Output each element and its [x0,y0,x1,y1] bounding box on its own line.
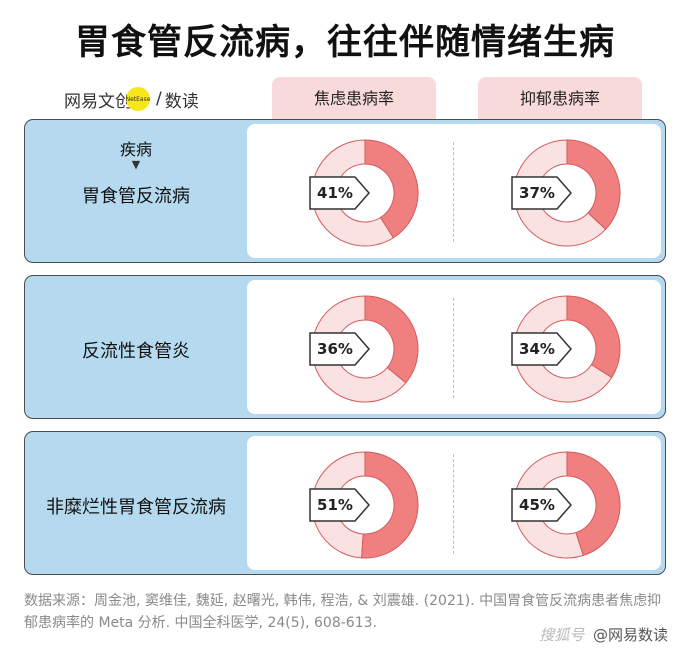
brand-left: 网易文创 [64,91,132,112]
donut-svg [511,451,621,559]
donut-depression-erosive: 34% [511,293,623,405]
donut-anxiety-erosive: 36% [309,293,421,405]
value-tag-arrow [511,176,572,210]
donut-value-slice [361,451,419,559]
divider [453,298,454,398]
row-label-nerd: 非糜烂性胃食管反流病 [46,497,226,518]
row-erosive: 反流性食管炎 36% 34% [24,275,666,419]
donut-rest-slice [311,139,395,247]
donut-svg [309,295,419,403]
brand-sep: / [156,89,162,109]
donut-depression-nerd: 45% [511,449,623,561]
watermark-text: @网易数读 [592,626,668,644]
chart-title: 胃食管反流病，往往伴随情绪生病 [74,23,615,63]
donut-rest-slice [513,139,607,247]
column-header-anxiety: 焦虑患病率 [272,77,436,119]
value-tag-arrow [309,176,370,210]
row-label-gerd: 胃食管反流病 [82,186,190,207]
row-panel: 51% 45% [247,436,661,570]
donut-svg [309,451,419,559]
row-panel: 41% 37% [247,124,661,258]
donut-svg [511,295,621,403]
value-tag-arrow [309,488,370,522]
donut-depression-gerd: 37% [511,137,623,249]
brand-logo: 网易文创 NetEase / 数读 [64,84,199,114]
row-panel: 36% 34% [247,280,661,414]
donut-svg [511,139,621,247]
source-note: 数据来源：周金池, 窦维佳, 魏延, 赵曙光, 韩伟, 程浩, & 刘震雄. (… [24,593,662,631]
donut-rest-slice [311,295,407,403]
donut-value-slice [566,451,621,557]
donut-rest-slice [513,451,585,559]
disease-header: 疾病 [119,140,152,159]
value-tag-arrow [511,488,572,522]
watermark: 搜狐号 @网易数读 [539,624,668,645]
divider [453,454,454,554]
row-label-erosive: 反流性食管炎 [82,341,190,362]
triangle-down-icon: ▼ [131,158,141,171]
row-gerd: 疾病 ▼ 胃食管反流病 41% 37% [24,119,666,263]
donut-anxiety-nerd: 51% [309,449,421,561]
value-tag-arrow [511,332,572,366]
donut-value-slice [364,139,419,239]
donut-value-slice [566,295,621,379]
donut-rest-slice [513,295,613,403]
divider [453,142,454,242]
donut-anxiety-gerd: 41% [309,137,421,249]
value-tag-arrow [309,332,370,366]
donut-svg [309,139,419,247]
column-header-depression: 抑郁患病率 [478,77,642,119]
donut-value-slice [566,139,621,230]
row-nerd: 非糜烂性胃食管反流病 51% 45% [24,431,666,575]
donut-value-slice [364,295,419,384]
watermark-sohu: 搜狐号 [539,626,585,644]
brand-right: 数读 [164,91,199,112]
brand-dot: NetEase [126,87,150,111]
